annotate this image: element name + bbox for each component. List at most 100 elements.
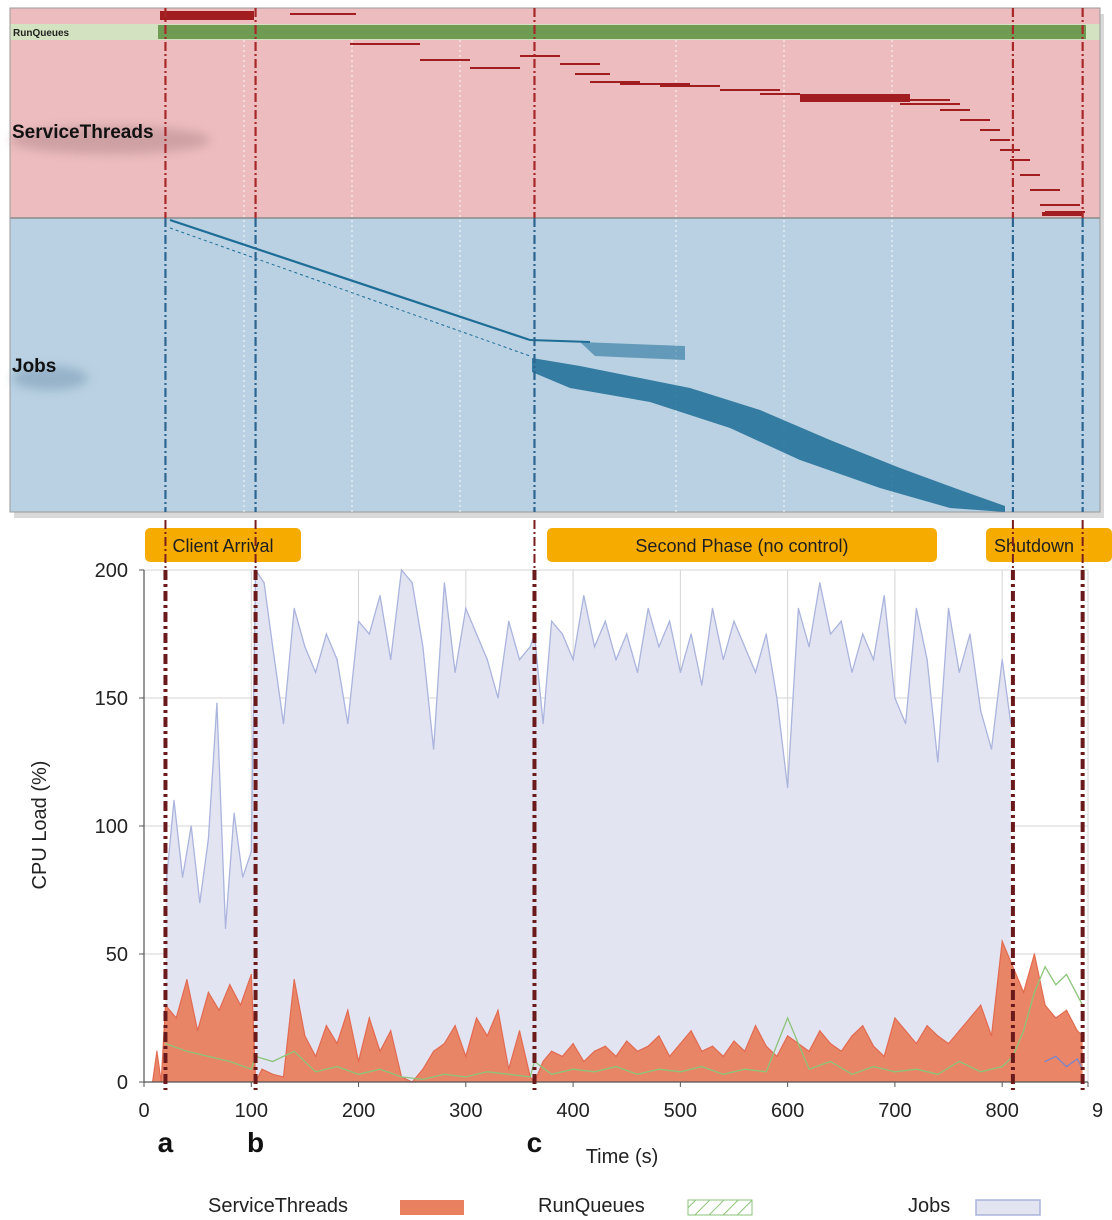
data-point	[808, 1068, 810, 1070]
data-point	[1012, 966, 1014, 968]
marker-label: c	[527, 1127, 543, 1158]
data-point	[443, 1043, 445, 1045]
data-point	[1044, 1060, 1046, 1063]
x-tick-label: 200	[342, 1100, 375, 1122]
data-point	[400, 569, 403, 571]
x-tick-labels: 0 100 200 300 400 500 600 700 800 9	[138, 1082, 1103, 1122]
data-point	[433, 1050, 435, 1052]
job-line	[529, 339, 591, 343]
data-point	[636, 1050, 639, 1052]
x-axis-label: Time (s)	[586, 1146, 659, 1168]
data-point	[583, 595, 585, 597]
data-point	[604, 1045, 606, 1047]
data-point	[411, 582, 413, 584]
data-point	[915, 1068, 917, 1070]
data-point	[905, 1030, 907, 1032]
data-point	[1033, 953, 1035, 955]
data-point	[808, 1050, 810, 1052]
job-line	[169, 227, 531, 357]
data-point	[754, 1025, 757, 1027]
data-point	[765, 633, 767, 635]
thread-cluster	[1042, 212, 1082, 216]
data-point	[315, 1055, 317, 1057]
data-point	[872, 1066, 875, 1068]
data-point	[647, 607, 649, 610]
data-point	[379, 1068, 381, 1070]
data-point	[701, 684, 703, 686]
data-point	[754, 671, 757, 674]
data-point	[937, 1073, 939, 1075]
trace-gridlines	[243, 40, 893, 512]
data-point	[390, 659, 392, 661]
data-point	[593, 1071, 596, 1073]
x-tick-label: 400	[556, 1100, 589, 1122]
data-point	[542, 723, 544, 725]
data-point	[486, 1035, 488, 1037]
jobs-label-glow	[12, 366, 88, 390]
data-point	[518, 1030, 521, 1032]
legend-runqueues-label: RunQueues	[538, 1195, 645, 1217]
data-point	[926, 659, 928, 661]
y-tick-label: 200	[95, 560, 128, 582]
y-tick-label: 50	[106, 944, 128, 966]
data-point	[851, 1035, 853, 1037]
data-point	[325, 1025, 327, 1027]
data-point	[272, 1060, 274, 1063]
legend: ServiceThreads RunQueues Jobs	[208, 1195, 1041, 1217]
data-point	[679, 671, 681, 674]
data-point	[615, 1055, 617, 1057]
data-point	[304, 646, 306, 648]
legend-jobs-label: Jobs	[908, 1195, 950, 1217]
data-point	[658, 646, 660, 648]
data-point	[561, 633, 563, 635]
data-point	[379, 595, 381, 597]
data-point	[263, 582, 265, 584]
data-point	[551, 1073, 553, 1075]
data-point	[186, 979, 188, 981]
data-point	[872, 659, 875, 661]
data-point	[572, 1068, 574, 1070]
thread-cluster	[800, 94, 910, 102]
data-point	[422, 646, 424, 648]
data-point	[175, 1017, 177, 1019]
data-point	[1065, 973, 1068, 976]
data-point	[250, 973, 252, 976]
data-point	[787, 1017, 789, 1019]
data-point	[1001, 1066, 1003, 1068]
data-point	[583, 1060, 585, 1063]
series-area-servicethreads	[152, 941, 1083, 1082]
data-point	[1076, 1030, 1078, 1032]
legend-runqueues-swatch	[687, 1199, 753, 1216]
data-point	[239, 1004, 242, 1006]
data-point	[958, 1060, 960, 1063]
data-point	[1065, 1066, 1068, 1068]
data-point	[765, 1071, 767, 1073]
data-point	[529, 646, 531, 648]
data-point	[233, 812, 235, 814]
data-point	[1055, 1055, 1057, 1057]
data-point	[347, 723, 349, 725]
data-point	[207, 991, 209, 994]
data-point	[797, 607, 799, 610]
data-point	[819, 582, 821, 584]
phase-client-arrival-label: Client Arrival	[172, 536, 273, 556]
data-point	[182, 876, 184, 878]
data-point	[486, 659, 488, 661]
data-point	[733, 1040, 735, 1042]
data-point	[465, 1055, 467, 1057]
marker-label: b	[247, 1127, 264, 1158]
data-point	[690, 1030, 692, 1032]
data-point	[336, 659, 338, 661]
data-point	[593, 646, 596, 648]
data-point	[229, 984, 231, 986]
data-point	[701, 1066, 703, 1068]
data-point	[454, 671, 456, 674]
phase-client-arrival-box	[145, 528, 301, 562]
data-point	[572, 659, 574, 661]
runqueues-label: RunQueues	[13, 28, 70, 39]
data-point	[197, 1030, 199, 1032]
data-point	[658, 1035, 660, 1037]
data-point	[776, 697, 778, 699]
data-point	[156, 1050, 158, 1052]
data-point	[626, 1040, 628, 1042]
